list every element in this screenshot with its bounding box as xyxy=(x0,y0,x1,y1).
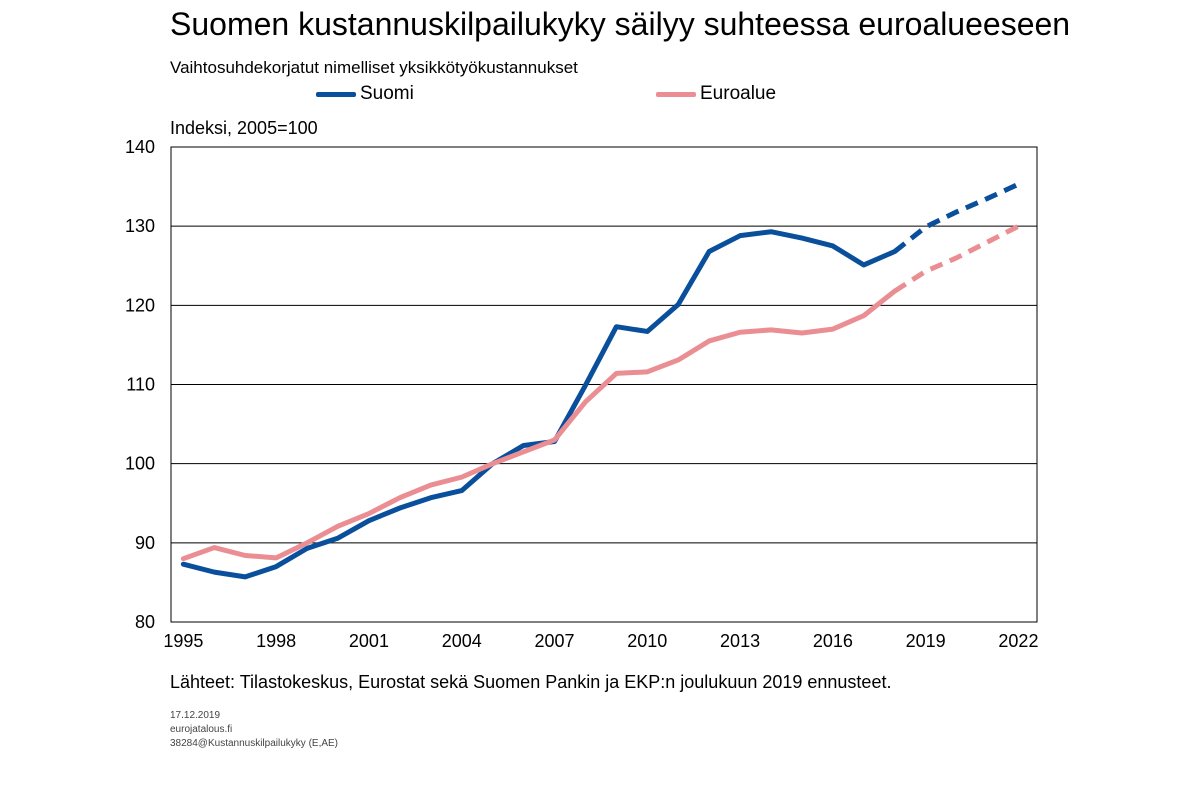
footer-date: 17.12.2019 xyxy=(170,710,221,721)
y-tick-label-90: 90 xyxy=(135,533,155,553)
x-tick-label-2016: 2016 xyxy=(813,631,853,651)
legend-label-suomi: Suomi xyxy=(360,83,414,104)
legend-swatch-suomi xyxy=(316,91,356,97)
x-tick-label-2004: 2004 xyxy=(442,631,482,651)
y-tick-label-80: 80 xyxy=(135,612,155,632)
legend-item-euroalue: Euroalue xyxy=(656,83,776,105)
footer-meta: 17.12.2019 eurojatalous.fi 38284@Kustann… xyxy=(170,709,338,751)
series-line-suomi xyxy=(180,229,898,580)
x-tick-label-1995: 1995 xyxy=(163,631,203,651)
y-tick-label-110: 110 xyxy=(126,375,155,395)
x-tick-label-2019: 2019 xyxy=(906,631,946,651)
x-axis-ticks: 1995 1998 2001 2004 2007 2010 2013 2016 2019 2022 xyxy=(163,631,1038,651)
legend-label-euroalue: Euroalue xyxy=(700,83,777,104)
chart-title: Suomen kustannuskilpailukyky säilyy suht… xyxy=(170,6,1071,42)
legend-item-suomi: Suomi xyxy=(316,83,414,105)
footer-site: eurojatalous.fi xyxy=(170,724,233,735)
series-forecast-euroalue xyxy=(893,223,1020,294)
y-tick-label-120: 120 xyxy=(125,295,155,315)
y-axis-label: Indeksi, 2005=100 xyxy=(170,118,318,138)
y-tick-label-130: 130 xyxy=(125,216,155,236)
series-lines xyxy=(180,181,1020,580)
x-tick-label-1998: 1998 xyxy=(256,631,296,651)
x-tick-label-2010: 2010 xyxy=(627,631,667,651)
chart-subtitle: Vaihtosuhdekorjatut nimelliset yksikköty… xyxy=(170,58,578,77)
x-tick-label-2007: 2007 xyxy=(534,631,574,651)
source-note: Lähteet: Tilastokeskus, Eurostat sekä Su… xyxy=(170,672,892,692)
x-tick-label-2001: 2001 xyxy=(349,631,389,651)
footer-ref: 38284@Kustannuskilpailukyky (E,AE) xyxy=(170,738,339,749)
y-axis-ticks: 80 90 100 110 120 130 140 xyxy=(125,137,155,632)
series-forecast-suomi xyxy=(893,181,1020,254)
plot-area-frame xyxy=(170,146,1038,623)
x-tick-label-2022: 2022 xyxy=(998,631,1038,651)
x-tick-label-2013: 2013 xyxy=(720,631,760,651)
y-tick-label-100: 100 xyxy=(125,454,155,474)
legend-swatch-euroalue xyxy=(656,91,696,97)
series-line-euroalue xyxy=(180,288,898,562)
y-tick-label-140: 140 xyxy=(125,137,155,157)
